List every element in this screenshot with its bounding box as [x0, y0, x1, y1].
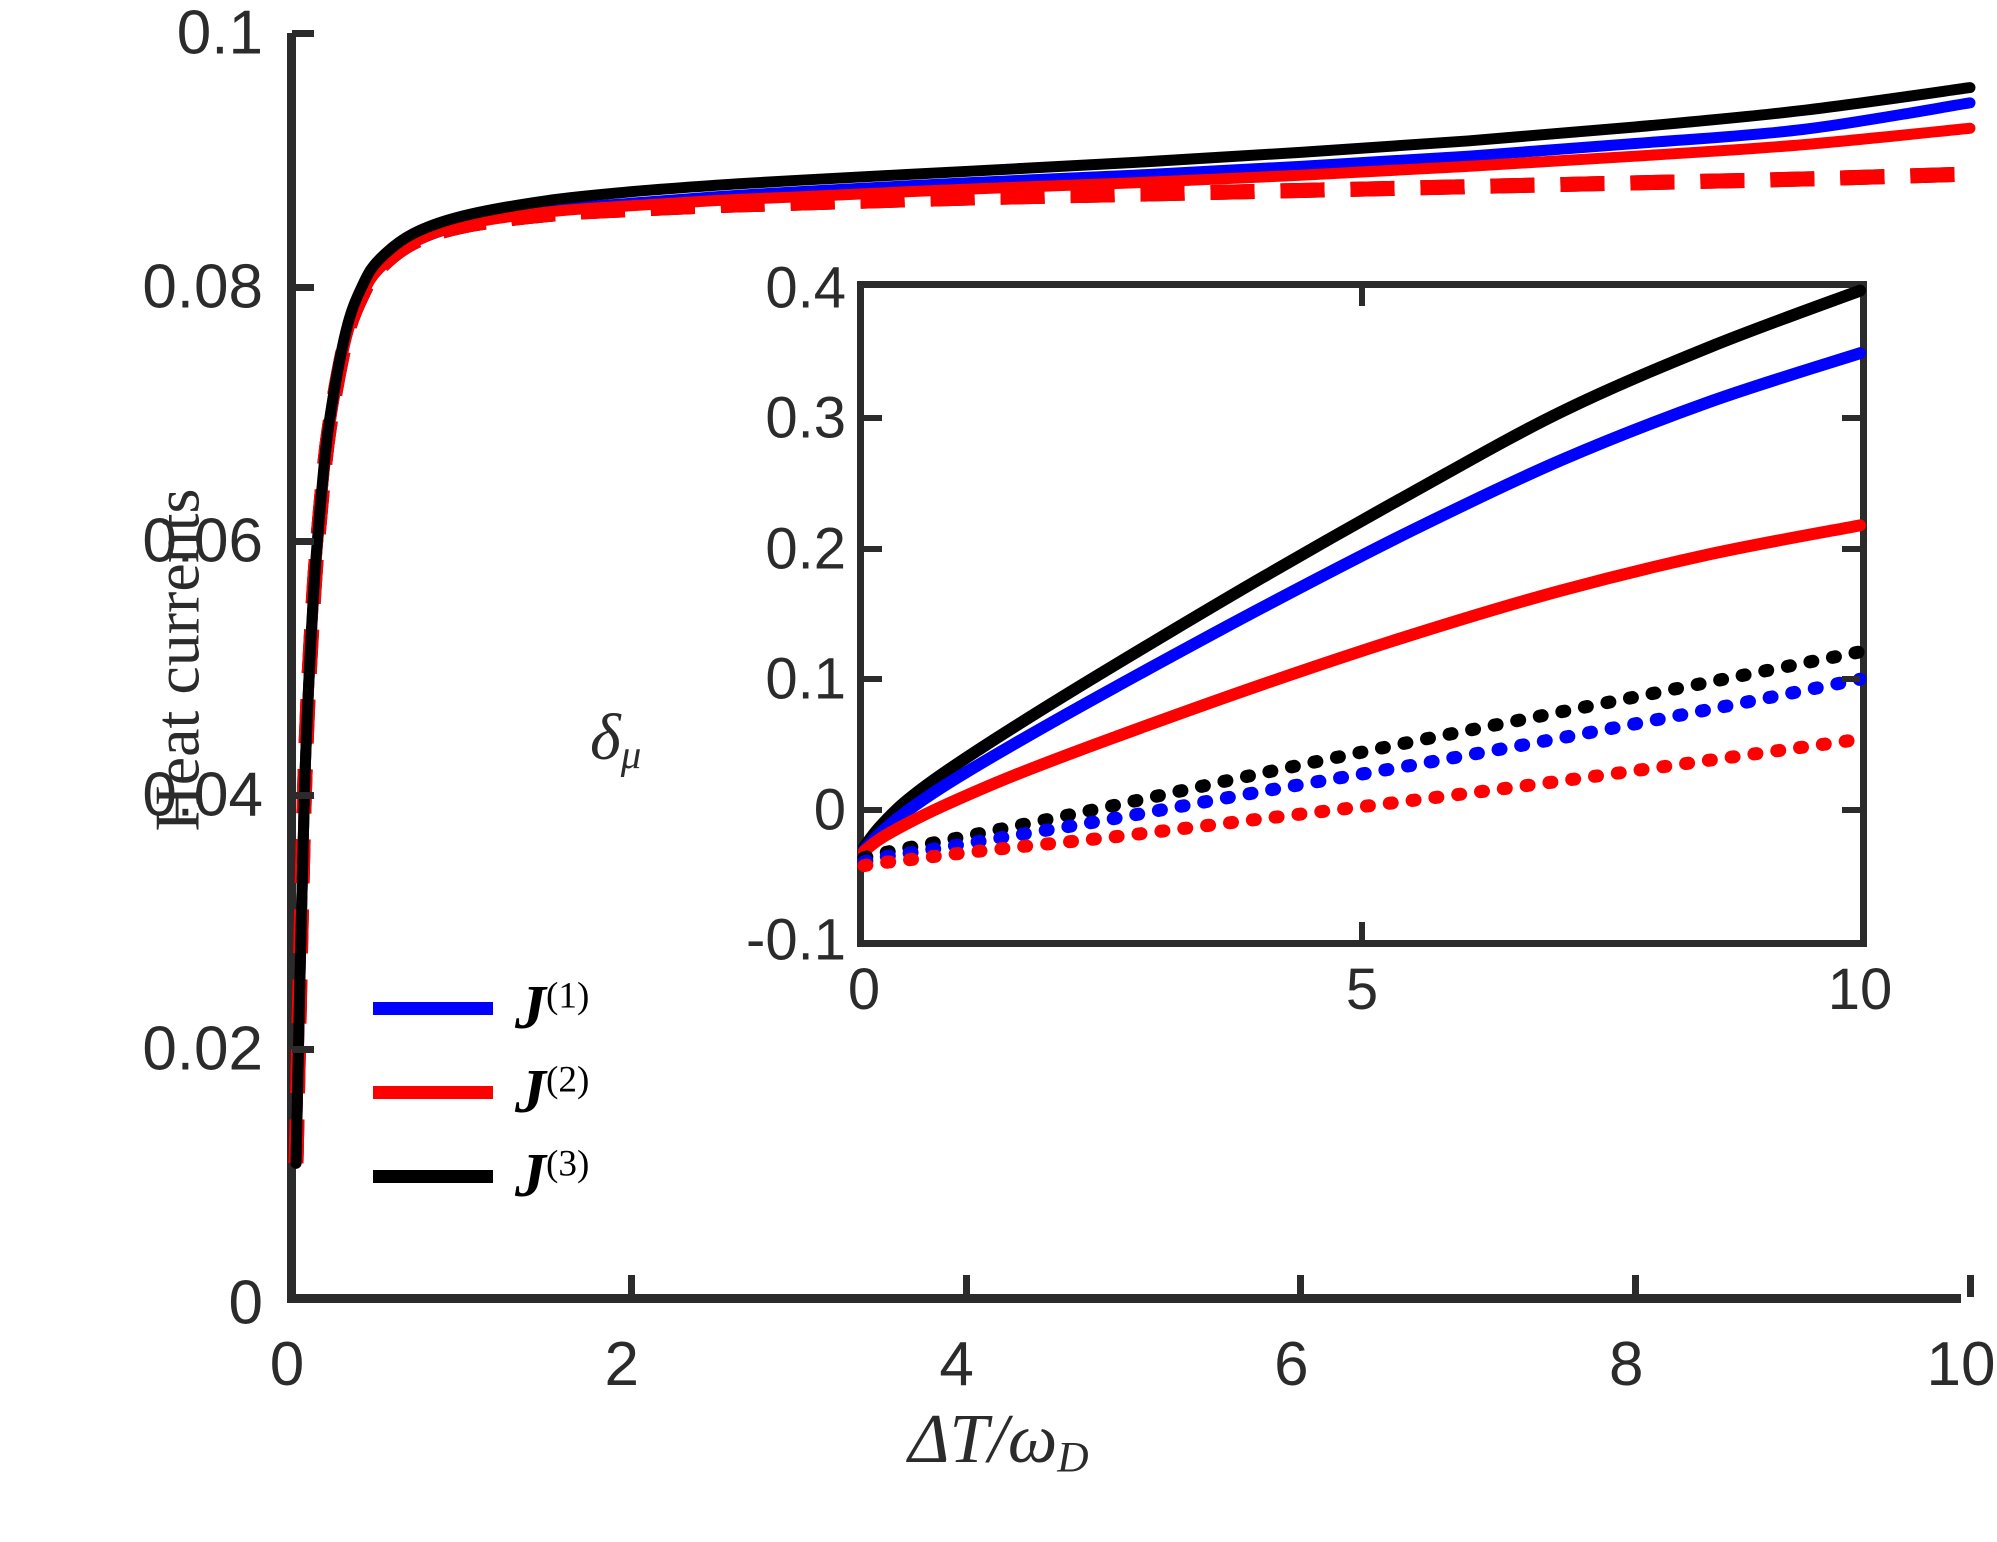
main-y-tick-label: 0.08: [142, 252, 263, 322]
main-y-tick: [292, 1046, 314, 1053]
legend-label-J(1): J(1): [515, 977, 589, 1039]
main-x-tick: [627, 1275, 635, 1297]
inset-x-tick-label: 10: [1827, 957, 1893, 1022]
main-y-tick: [292, 792, 314, 799]
inset-y-tick: [864, 676, 882, 683]
main-y-tick: [292, 284, 314, 291]
legend-label-base: J: [515, 1142, 546, 1210]
legend-item-J(1): J(1): [373, 966, 673, 1050]
main-y-tick-label: 0.06: [142, 506, 263, 576]
main-plot-axes: [287, 30, 1976, 1303]
inset-y-tick-label: 0.2: [765, 516, 846, 582]
legend-label-base: J: [515, 974, 546, 1042]
main-y-tick-label: 0.04: [142, 760, 263, 830]
main-x-tick-label: 4: [939, 1330, 974, 1399]
inset-curve-blue-solid: [858, 347, 1866, 857]
inset-y-tick-label: -0.1: [746, 907, 846, 973]
legend-label-J(3): J(3): [515, 1145, 589, 1207]
inset-curve-blue-dotted: [857, 672, 1867, 869]
inset-x-tick: [1359, 922, 1365, 940]
inset-x-tick-label: 5: [1345, 957, 1379, 1022]
main-x-tick-label: 8: [1608, 1330, 1644, 1399]
legend-label-superscript: (1): [546, 975, 590, 1017]
legend-label-base: J: [515, 1058, 546, 1126]
legend-swatch-J(3): [373, 1169, 493, 1183]
main-y-axis-title: Heat currents: [141, 488, 213, 832]
main-curve-J(3): [290, 82, 1976, 1169]
main-y-tick: [292, 538, 314, 545]
inset-y-tick: [1842, 545, 1860, 552]
inset-y-tick: [864, 545, 882, 552]
legend-item-J(2): J(2): [373, 1050, 673, 1134]
legend-swatch-J(1): [373, 1001, 493, 1015]
main-x-tick: [962, 1275, 970, 1297]
inset-plot-axes: -0.1 0 0.1 0.2 0.3 0.4 0 5 10: [746, 256, 1892, 1023]
main-y-tick-label: 0.1: [176, 0, 263, 68]
x-axis-title-subscript: D: [1057, 1433, 1089, 1482]
inset-y-tick-label: 0.1: [765, 646, 846, 712]
legend-swatch-J(2): [373, 1085, 493, 1099]
legend-label-superscript: (3): [546, 1143, 590, 1185]
inset-curve-black-solid: [858, 284, 1866, 854]
inset-y-axis-title: δμ: [590, 700, 641, 778]
main-y-tick-label: 0.02: [142, 1014, 263, 1084]
main-x-tick: [1967, 1275, 1974, 1297]
inset-y-tick: [1842, 676, 1860, 683]
main-x-tick-label: 6: [1274, 1330, 1309, 1399]
inset-y-tick: [864, 806, 882, 813]
inset-y-title-subscript: μ: [620, 732, 642, 777]
inset-curve-red-solid: [858, 519, 1866, 858]
legend-item-J(3): J(3): [373, 1134, 673, 1218]
main-plot-canvas: [288, 82, 1976, 1169]
main-x-tick-label: 2: [604, 1330, 640, 1399]
main-y-tick: [292, 30, 314, 37]
main-x-axis-title: ΔT/ωD: [0, 1400, 1997, 1483]
legend-label-J(2): J(2): [515, 1061, 589, 1123]
inset-curve-red-dotted: [857, 732, 1867, 873]
main-x-tick-label: 0: [269, 1330, 305, 1399]
inset-y-tick-label: 0: [813, 777, 846, 843]
main-x-tick: [1297, 1275, 1305, 1297]
legend-label-superscript: (2): [546, 1059, 590, 1101]
main-y-tick-label: 0: [228, 1268, 263, 1338]
inset-y-tick-label: 0.3: [765, 385, 846, 451]
inset-y-tick: [1842, 806, 1860, 813]
inset-x-tick-label: 0: [847, 957, 881, 1022]
inset-y-tick: [1842, 415, 1860, 422]
inset-plot-canvas: [857, 284, 1867, 873]
inset-y-tick: [864, 415, 882, 422]
legend: J(1) J(2) J(3): [373, 966, 673, 1218]
inset-y-title-delta: δ: [590, 701, 621, 774]
x-axis-title-main-text: ΔT/ω: [908, 1401, 1058, 1478]
inset-x-tick: [1359, 288, 1365, 306]
main-x-tick: [1632, 1275, 1640, 1297]
main-x-tick-label: 10: [1926, 1330, 1996, 1399]
inset-y-tick-label: 0.4: [765, 255, 846, 321]
